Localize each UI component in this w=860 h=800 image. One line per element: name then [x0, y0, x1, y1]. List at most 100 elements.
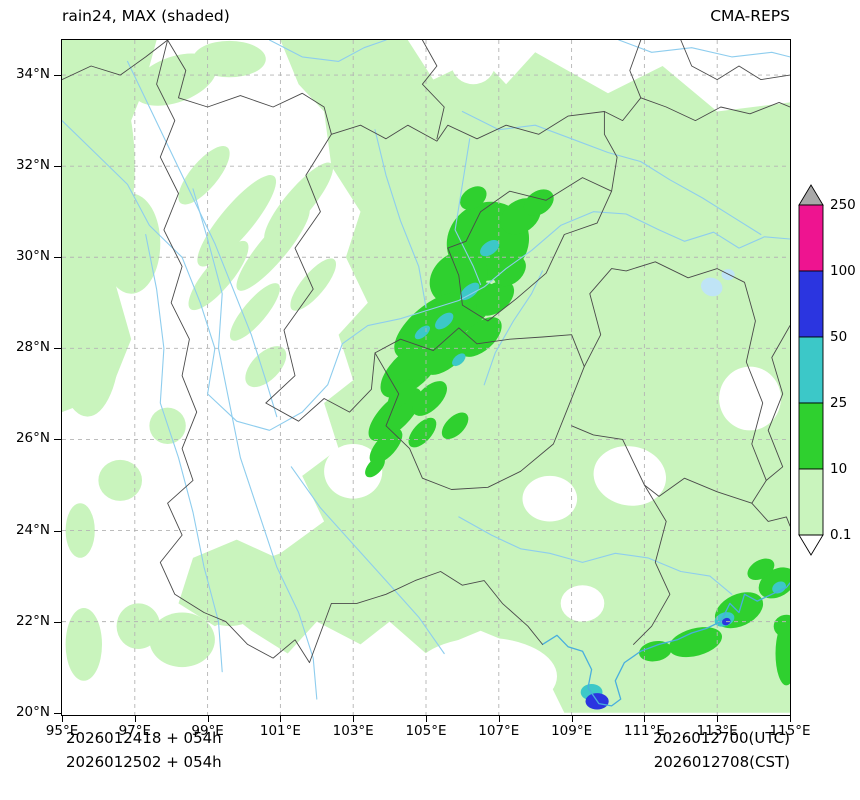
rain-moderate	[493, 255, 526, 287]
rain-light-spot	[188, 240, 249, 311]
x-tick-label: 113°E	[696, 723, 738, 739]
rain-moderate	[408, 417, 437, 448]
x-axis-tick	[62, 716, 63, 722]
river	[268, 40, 387, 62]
map-plot-area	[61, 39, 791, 716]
rain-light-spot	[62, 261, 121, 417]
rain-free-hole	[560, 585, 605, 622]
rain-light-spot	[189, 553, 270, 627]
province-boundary	[751, 502, 790, 527]
x-tick-label: 105°E	[405, 723, 447, 739]
province-boundary	[374, 327, 585, 490]
rain-moderate	[639, 640, 672, 662]
river	[454, 138, 482, 286]
x-tick-label: 115°E	[769, 723, 811, 739]
rain-heavy	[460, 282, 480, 301]
river	[461, 110, 762, 236]
plot-title: rain24, MAX (shaded)	[62, 7, 230, 25]
province-boundary	[265, 133, 376, 422]
colorbar-segment	[798, 336, 824, 404]
rain-moderate	[387, 379, 417, 409]
province-boundary	[62, 40, 169, 81]
rain-light-spot	[178, 146, 230, 205]
river	[374, 129, 427, 308]
colorbar-segment	[798, 402, 824, 470]
province-boundary	[633, 484, 671, 645]
rain-heavy	[772, 581, 786, 594]
y-tick-label: 26°N	[15, 430, 50, 447]
colorbar-under-arrow	[798, 534, 824, 556]
colorbar-level-label: 25	[830, 395, 847, 411]
x-tick-label: 111°E	[623, 723, 665, 739]
x-tick-label: 99°E	[191, 723, 224, 739]
init-time-utc: 2026012418 + 054h	[66, 729, 222, 747]
province-boundary	[421, 40, 445, 140]
river	[126, 60, 278, 418]
province-boundary	[629, 40, 642, 99]
x-tick-label: 107°E	[478, 723, 520, 739]
y-tick-label: 30°N	[15, 248, 50, 265]
rain-light-spot	[229, 283, 280, 341]
x-tick-label: 95°E	[45, 723, 79, 739]
y-axis-tick	[54, 712, 61, 714]
x-axis-tick	[790, 716, 791, 722]
rain-light-spot	[245, 346, 287, 388]
rain-moderate	[380, 339, 443, 398]
rain-light-spot	[98, 459, 142, 501]
precipitation-map	[62, 40, 790, 715]
y-axis-tick	[54, 166, 61, 168]
rain-heavy	[480, 239, 500, 257]
y-tick-label: 34°N	[15, 66, 50, 83]
init-time-cst: 2026012502 + 054h	[66, 753, 222, 771]
rain-moderate	[369, 428, 403, 464]
y-tick-label: 28°N	[15, 339, 50, 356]
x-axis-tick	[717, 716, 719, 722]
lake	[700, 277, 723, 297]
river	[458, 516, 733, 595]
river	[192, 188, 318, 700]
y-axis-tick	[54, 257, 61, 259]
colorbar-level-label: 100	[830, 263, 856, 279]
x-tick-label: 103°E	[332, 723, 374, 739]
x-axis-tick	[280, 716, 282, 722]
rain-moderate	[365, 456, 385, 478]
y-tick-label: 22°N	[15, 612, 50, 629]
river	[62, 120, 790, 431]
model-name: CMA-REPS	[710, 7, 790, 25]
rain-free-hole	[324, 444, 383, 499]
river	[618, 40, 790, 58]
x-axis-tick	[644, 716, 646, 722]
rain-heavy	[452, 353, 466, 367]
rain-light-spot	[290, 258, 337, 311]
y-tick-label: 32°N	[15, 157, 50, 174]
rain-moderate	[476, 280, 515, 316]
rain-free-hole	[522, 475, 578, 522]
rain-heavy	[435, 312, 454, 330]
x-axis-tick	[207, 716, 209, 722]
y-tick-label: 24°N	[15, 521, 50, 538]
x-tick-label: 101°E	[259, 723, 301, 739]
river	[483, 270, 544, 386]
x-axis-tick	[571, 716, 573, 722]
valid-time-utc: 2026012700(UTC)	[653, 729, 790, 747]
rain-moderate	[459, 317, 502, 357]
rain-moderate	[412, 381, 447, 416]
lake	[721, 269, 735, 281]
colorbar-segment	[798, 270, 824, 338]
rain-free-hole	[451, 43, 496, 85]
x-axis-tick	[353, 716, 355, 722]
colorbar-level-label: 250	[830, 197, 856, 213]
rain-light-spot	[193, 40, 266, 78]
province-boundary	[571, 261, 767, 504]
province-boundary	[680, 40, 790, 81]
rain-light-spot	[65, 608, 102, 681]
province-boundary	[447, 177, 613, 322]
province-boundary	[765, 325, 790, 481]
river	[290, 466, 445, 655]
x-tick-label: 109°E	[551, 723, 593, 739]
colorbar-level-label: 0.1	[830, 527, 851, 543]
y-axis-tick	[54, 75, 61, 77]
y-axis-tick	[54, 621, 61, 623]
rain-light-polygon	[222, 40, 790, 713]
